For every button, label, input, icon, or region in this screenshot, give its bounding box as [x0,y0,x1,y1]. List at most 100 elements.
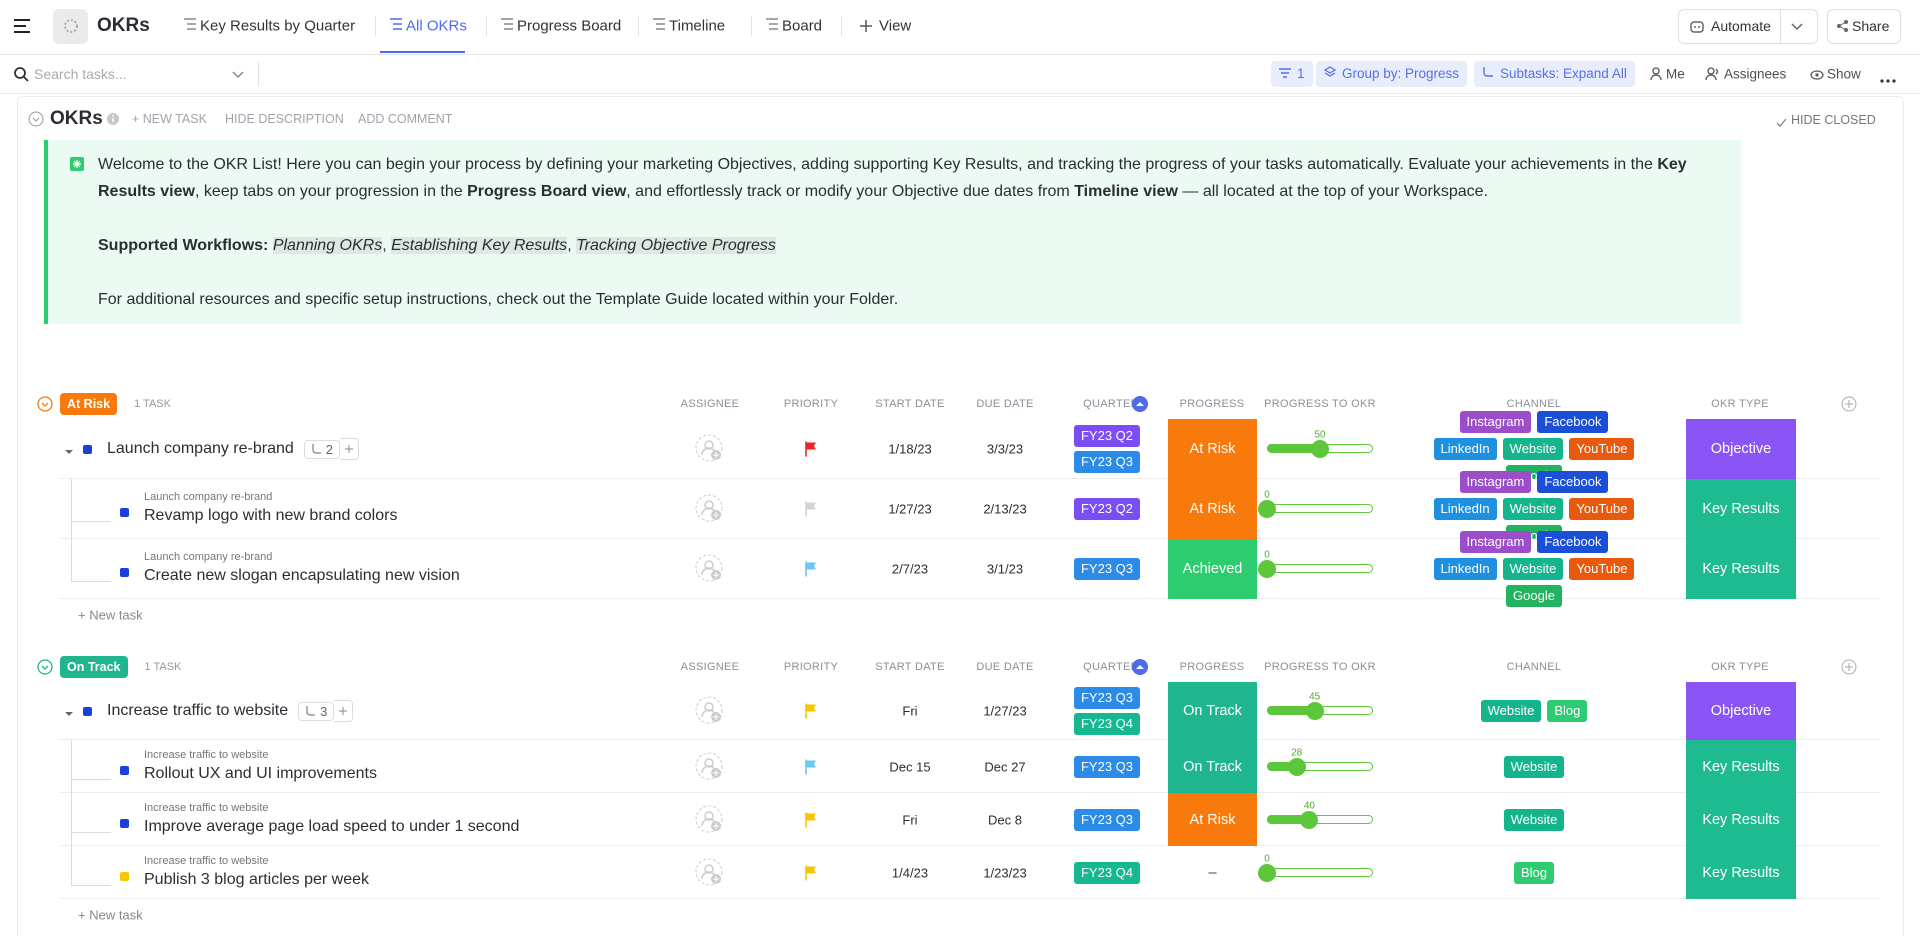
okr-slider-knob[interactable] [1311,440,1329,458]
list-action[interactable]: + NEW TASK [132,112,207,126]
task-name[interactable]: Create new slogan encapsulating new visi… [144,567,460,584]
add-column [1841,659,1857,675]
progress-cell[interactable]: On Track [1168,740,1257,793]
column-header: ASSIGNEE [680,661,740,673]
due-date[interactable]: Dec 27 [984,759,1026,774]
task-row[interactable] [59,846,1880,899]
me-button[interactable]: Me [1666,66,1685,82]
assignee-icon [695,494,725,524]
task-name[interactable]: Improve average page load speed to under… [144,817,520,835]
status-badge[interactable]: At Risk [60,393,118,415]
okr-type-cell[interactable]: Key Results [1686,793,1796,846]
okr-type-cell[interactable]: Key Results [1686,846,1796,899]
okr-type-cell[interactable]: Key Results [1686,479,1796,539]
progress-cell[interactable]: At Risk [1168,479,1257,539]
show-button[interactable]: Show [1827,66,1861,82]
okr-slider-knob[interactable] [1258,500,1276,518]
task-row[interactable] [59,740,1880,793]
start-date[interactable]: 1/27/23 [888,501,932,517]
view-tab[interactable]: Board [782,17,823,35]
start-date[interactable]: 1/18/23 [888,441,932,457]
priority-flag [803,441,819,458]
view-tab[interactable]: Key Results by Quarter [200,17,356,35]
okr-type-cell[interactable]: Key Results [1686,740,1796,793]
subtasks-chip[interactable]: Subtasks: Expand All [1474,61,1635,87]
channel-tag: Blog [1547,700,1588,722]
channel-tag: Website [1502,498,1564,520]
due-date[interactable]: 2/13/23 [983,501,1027,517]
status-square [83,445,92,454]
list-action[interactable]: HIDE DESCRIPTION [225,112,344,126]
new-task[interactable]: + New task [78,607,143,623]
due-date[interactable]: 3/1/23 [986,561,1024,577]
progress-cell[interactable]: At Risk [1168,793,1257,846]
task-name[interactable]: Publish 3 blog articles per week [144,870,370,888]
sort-icon [1132,396,1148,412]
add-subtask[interactable] [340,438,360,460]
progress-cell[interactable]: – [1208,864,1217,881]
start-date[interactable]: 1/4/23 [891,865,929,880]
task-row[interactable] [59,793,1880,846]
chevron [1790,19,1804,33]
column-header: PRIORITY [783,661,839,673]
add-subtask[interactable] [334,700,354,722]
hide-closed[interactable]: HIDE CLOSED [1791,113,1876,127]
start-date[interactable]: Fri [902,703,918,719]
collapse-list [28,111,44,127]
view-tab[interactable]: Timeline [669,17,726,35]
assignees-button[interactable]: Assignees [1724,66,1787,82]
quarter-cell: FY23 Q4 [1073,861,1141,884]
okr-slider-track [1267,867,1373,877]
progress-cell[interactable]: Achieved [1168,539,1257,599]
okr-slider-knob[interactable] [1258,560,1276,578]
start-date[interactable]: 2/7/23 [891,561,929,577]
okr-slider-knob[interactable] [1300,810,1319,829]
subtask-chip[interactable]: 2 [303,439,341,459]
column-header: PROGRESS [1179,398,1245,410]
new-task[interactable]: + New task [78,907,143,923]
quarter-cell: FY23 Q3 [1073,755,1141,778]
column-header: CHANNEL [1506,398,1562,410]
share-button[interactable] [1827,9,1901,44]
task-name[interactable]: Launch company re-brand [107,440,294,457]
add-view[interactable]: View [879,17,912,35]
channel-cell: Instagram Facebook LinkedIn Website YouTube G… [1429,471,1639,547]
okr-slider-knob[interactable] [1258,863,1276,882]
group-by-chip[interactable]: Group by: Progress [1316,61,1468,87]
description-segment: — all located at the top of your Workspa… [1177,183,1489,200]
okr-progress-label: 0 [1264,489,1270,501]
due-date[interactable]: 1/23/23 [983,865,1027,880]
due-date[interactable]: 3/3/23 [986,441,1024,457]
column-header: CHANNEL [1506,661,1562,673]
automate-label: Automate [1711,18,1771,34]
column-header: PROGRESS TO OKR [1264,398,1376,410]
search-input[interactable]: Search tasks... [34,66,127,82]
view-separator [841,16,842,36]
description-segment: Welcome to the OKR List! Here you can be… [98,156,1658,173]
start-date[interactable]: Fri [902,812,918,827]
status-badge[interactable]: On Track [60,656,128,678]
start-date[interactable]: Dec 15 [889,759,931,774]
due-date[interactable]: Dec 8 [988,812,1022,827]
description-segment: Progress Board view [467,183,627,200]
automate-button[interactable] [1678,9,1818,44]
task-name[interactable]: Increase traffic to website [107,702,289,719]
tree-branch [71,884,111,886]
progress-cell[interactable]: At Risk [1168,419,1257,479]
okr-type-cell[interactable]: Key Results [1686,539,1796,599]
view-tab[interactable]: All OKRs [406,17,467,35]
subtask-count: 2 [325,441,334,457]
okr-slider-knob[interactable] [1305,702,1324,720]
subtask-chip[interactable]: 3 [298,701,335,721]
progress-cell[interactable]: On Track [1168,682,1257,740]
task-name[interactable]: Rollout UX and UI improvements [144,764,377,782]
task-name[interactable]: Revamp logo with new brand colors [144,507,398,524]
okr-type-cell[interactable]: Objective [1686,419,1796,479]
due-date[interactable]: 1/27/23 [983,703,1027,719]
filter-chip[interactable]: 1 [1271,61,1313,87]
okr-slider-knob[interactable] [1287,757,1306,776]
okr-type-cell[interactable]: Objective [1686,682,1796,740]
view-tab[interactable]: Progress Board [517,17,622,35]
channel-tag: Blog [1513,861,1555,884]
list-action[interactable]: ADD COMMENT [358,112,453,126]
